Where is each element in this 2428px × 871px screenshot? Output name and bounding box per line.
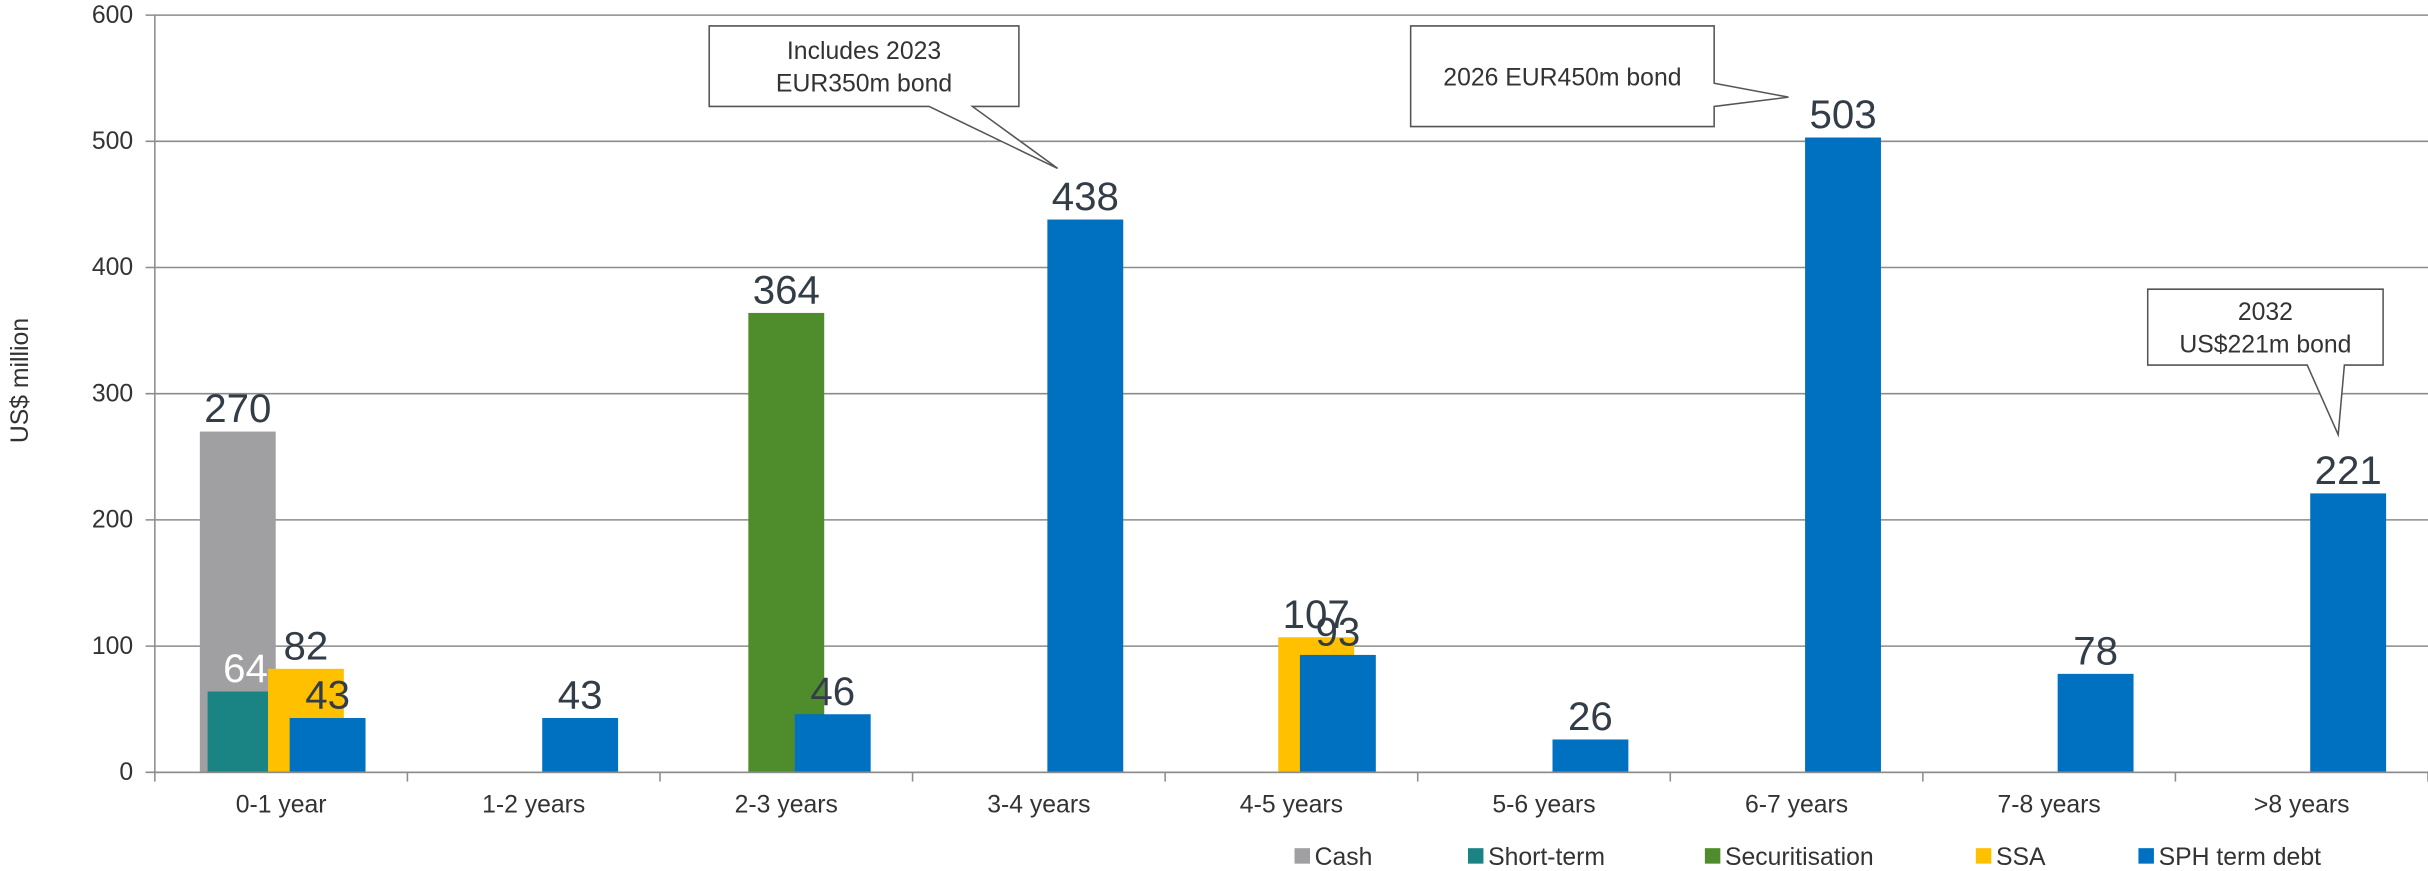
bar [1552,739,1629,773]
bar [289,718,366,773]
bar [1047,219,1124,773]
callout [1409,25,1789,128]
bar [748,312,825,773]
data-label: 43 [305,673,350,718]
bar [794,714,871,773]
legend-swatch [2138,848,2154,864]
bar [2057,673,2134,773]
bar [2310,493,2387,773]
legend-label: Short-term [1488,844,1605,871]
x-tick-label: 3-4 years [987,792,1090,819]
y-tick-label: 500 [92,128,133,155]
legend-label: Cash [1315,844,1373,871]
x-tick-label: 4-5 years [1240,792,1343,819]
x-tick-label: 1-2 years [482,792,585,819]
x-tick-label: 6-7 years [1745,792,1848,819]
y-tick-label: 400 [92,254,133,281]
legend-swatch [1975,848,1992,864]
data-label: 43 [558,673,603,718]
data-label: 78 [2073,629,2118,674]
data-label: 503 [1809,92,1876,137]
x-tick-label: 0-1 year [236,792,327,819]
data-label: 82 [284,624,329,669]
data-label: 221 [2315,448,2382,493]
data-label: 270 [204,386,271,431]
annotation: 2026 EUR450m bond [1443,65,1681,92]
data-label: 93 [1315,610,1360,655]
legend-swatch [1294,848,1311,864]
data-label: 364 [753,268,820,313]
y-tick-label: 300 [92,380,133,407]
legend-label: Securitisation [1725,844,1874,871]
x-tick-label: >8 years [2254,792,2350,819]
y-tick-label: 100 [92,633,133,660]
data-label: 46 [810,669,855,714]
x-tick-label: 2-3 years [735,792,838,819]
legend-swatch [1704,848,1721,864]
legend-label: SPH term debt [2159,844,2322,871]
annotation: EUR350m bond [776,71,952,98]
annotation: 2032 [2238,299,2293,326]
annotation: US$221m bond [2179,332,2351,359]
callout [2146,288,2384,438]
y-tick-label: 600 [92,2,133,29]
data-label: 64 [223,646,268,691]
y-tick-label: 0 [119,759,133,786]
bar [1299,654,1376,773]
data-label: 26 [1568,694,1613,739]
bar [1805,137,1881,773]
bar [542,718,619,773]
callout [708,25,1059,170]
data-label: 438 [1052,174,1119,219]
legend-label: SSA [1996,844,2046,871]
data-label: 107 [1283,592,1350,637]
legend-swatch [1467,848,1484,864]
y-tick-label: 200 [92,507,133,534]
y-axis-label: US$ million [7,318,34,443]
annotation: Includes 2023 [787,38,941,65]
x-tick-label: 5-6 years [1492,792,1595,819]
x-tick-label: 7-8 years [1998,792,2101,819]
